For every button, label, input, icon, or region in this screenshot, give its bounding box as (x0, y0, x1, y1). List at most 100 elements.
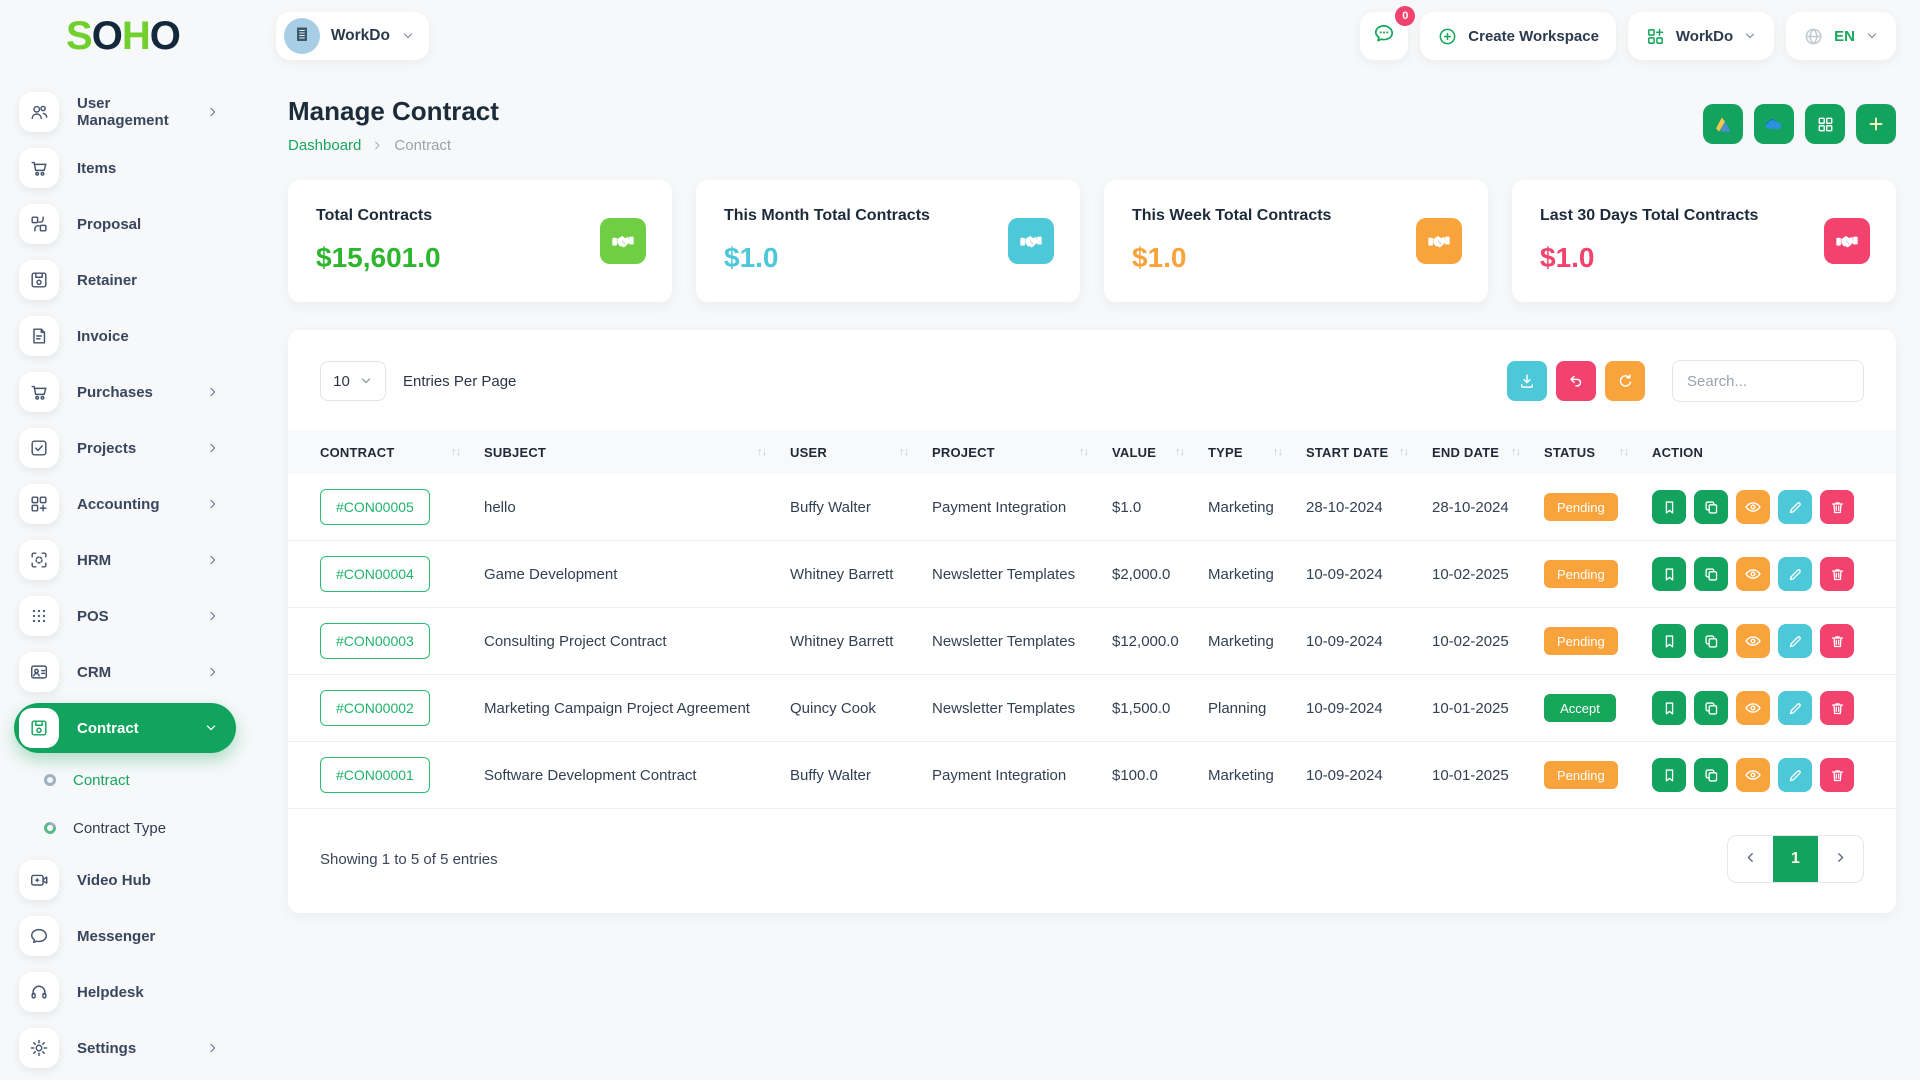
contracts-table: CONTRACT ↑↓ SUBJECT ↑↓ USER ↑↓ PROJECT ↑↓ VALUE ↑… (288, 430, 1896, 809)
chevron-right-icon (206, 441, 220, 455)
workspace-switcher[interactable]: WorkDo (275, 12, 429, 60)
page-number-button[interactable]: 1 (1773, 836, 1818, 882)
sort-icon[interactable]: ↑↓ (1511, 446, 1521, 458)
sort-icon[interactable]: ↑↓ (899, 446, 909, 458)
sidebar-item-accounting[interactable]: Accounting (14, 476, 248, 532)
bookmark-button[interactable] (1652, 691, 1686, 725)
cell-value: $2,000.0 (1112, 565, 1171, 583)
app-menu-button[interactable]: WorkDo (1627, 12, 1775, 60)
sidebar-item-retainer[interactable]: Retainer (14, 252, 248, 308)
delete-button[interactable] (1820, 490, 1854, 524)
sidebar-item-invoice[interactable]: Invoice (14, 308, 248, 364)
sort-icon[interactable]: ↑↓ (1619, 446, 1629, 458)
sidebar-subitem-label: Contract Type (73, 819, 167, 837)
bookmark-button[interactable] (1652, 557, 1686, 591)
duplicate-button[interactable] (1694, 490, 1728, 524)
column-header-type[interactable]: TYPE ↑↓ (1208, 445, 1306, 460)
messages-button[interactable]: 0 (1360, 6, 1416, 60)
export-button[interactable] (1507, 361, 1547, 401)
sort-icon[interactable]: ↑↓ (1273, 446, 1283, 458)
contract-id-link[interactable]: #CON00003 (320, 623, 430, 659)
language-selector[interactable]: EN (1786, 12, 1896, 60)
sidebar-item-messenger[interactable]: Messenger (14, 908, 248, 964)
edit-button[interactable] (1778, 758, 1812, 792)
cell-start-date: 10-09-2024 (1306, 766, 1383, 784)
contract-id-link[interactable]: #CON00002 (320, 690, 430, 726)
bookmark-button[interactable] (1652, 624, 1686, 658)
stat-label: This Week Total Contracts (1132, 207, 1332, 224)
edit-button[interactable] (1778, 557, 1812, 591)
column-header-value[interactable]: VALUE ↑↓ (1112, 445, 1208, 460)
pencil-icon (1787, 499, 1804, 516)
edit-button[interactable] (1778, 624, 1812, 658)
create-workspace-button[interactable]: Create Workspace (1420, 12, 1616, 60)
onedrive-button[interactable] (1754, 104, 1794, 144)
entries-per-page-select[interactable]: 10 (320, 361, 386, 401)
sort-icon[interactable]: ↑↓ (1399, 446, 1409, 458)
sidebar-item-helpdesk[interactable]: Helpdesk (14, 964, 248, 1020)
duplicate-button[interactable] (1694, 624, 1728, 658)
edit-button[interactable] (1778, 490, 1812, 524)
app-menu-label: WorkDo (1675, 27, 1734, 45)
previous-page-button[interactable] (1728, 836, 1773, 882)
column-header-project[interactable]: PROJECT ↑↓ (932, 445, 1112, 460)
sidebar-item-video-hub[interactable]: Video Hub (14, 852, 248, 908)
refresh-button[interactable] (1605, 361, 1645, 401)
bookmark-button[interactable] (1652, 758, 1686, 792)
view-button[interactable] (1736, 691, 1770, 725)
column-header-subject[interactable]: SUBJECT ↑↓ (484, 445, 790, 460)
cell-user: Whitney Barrett (790, 565, 894, 583)
column-header-end-date[interactable]: END DATE ↑↓ (1432, 445, 1544, 460)
cell-project: Newsletter Templates (932, 632, 1076, 650)
search-input[interactable] (1672, 360, 1864, 402)
grid-view-button[interactable] (1805, 104, 1845, 144)
view-button[interactable] (1736, 557, 1770, 591)
sidebar-subitem-contract-type[interactable]: Contract Type (14, 804, 248, 852)
bookmark-button[interactable] (1652, 490, 1686, 524)
cell-start-date: 10-09-2024 (1306, 632, 1383, 650)
pos-icon (19, 596, 59, 636)
google-drive-button[interactable] (1703, 104, 1743, 144)
sidebar-item-items[interactable]: Items (14, 140, 248, 196)
duplicate-button[interactable] (1694, 557, 1728, 591)
column-header-contract[interactable]: CONTRACT ↑↓ (320, 445, 484, 460)
delete-button[interactable] (1820, 624, 1854, 658)
duplicate-button[interactable] (1694, 758, 1728, 792)
sort-icon[interactable]: ↑↓ (1175, 446, 1185, 458)
view-button[interactable] (1736, 624, 1770, 658)
edit-button[interactable] (1778, 691, 1812, 725)
eye-icon (1744, 632, 1762, 650)
sidebar-subitem-contract[interactable]: Contract (14, 756, 248, 804)
sidebar-item-pos[interactable]: POS (14, 588, 248, 644)
delete-button[interactable] (1820, 691, 1854, 725)
sidebar-item-contract[interactable]: Contract (14, 703, 236, 753)
sidebar-item-purchases[interactable]: Purchases (14, 364, 248, 420)
delete-button[interactable] (1820, 557, 1854, 591)
add-contract-button[interactable] (1856, 104, 1896, 144)
undo-button[interactable] (1556, 361, 1596, 401)
view-button[interactable] (1736, 490, 1770, 524)
sort-icon[interactable]: ↑↓ (451, 446, 461, 458)
sidebar-item-crm[interactable]: CRM (14, 644, 248, 700)
column-header-status[interactable]: STATUS ↑↓ (1544, 445, 1652, 460)
duplicate-button[interactable] (1694, 691, 1728, 725)
next-page-button[interactable] (1818, 836, 1863, 882)
sort-icon[interactable]: ↑↓ (757, 446, 767, 458)
eye-icon (1744, 565, 1762, 583)
sidebar-item-user-management[interactable]: User Management (14, 84, 248, 140)
sidebar-item-settings[interactable]: Settings (14, 1020, 248, 1076)
sidebar-item-projects[interactable]: Projects (14, 420, 248, 476)
sidebar-item-hrm[interactable]: HRM (14, 532, 248, 588)
sort-icon[interactable]: ↑↓ (1079, 446, 1089, 458)
delete-button[interactable] (1820, 758, 1854, 792)
view-button[interactable] (1736, 758, 1770, 792)
sidebar-item-label: Video Hub (77, 871, 151, 889)
cell-end-date: 10-02-2025 (1432, 565, 1509, 583)
contract-id-link[interactable]: #CON00004 (320, 556, 430, 592)
column-header-user[interactable]: USER ↑↓ (790, 445, 932, 460)
column-header-start-date[interactable]: START DATE ↑↓ (1306, 445, 1432, 460)
contract-id-link[interactable]: #CON00001 (320, 757, 430, 793)
breadcrumb-dashboard-link[interactable]: Dashboard (288, 137, 362, 154)
sidebar-item-proposal[interactable]: Proposal (14, 196, 248, 252)
contract-id-link[interactable]: #CON00005 (320, 489, 430, 525)
